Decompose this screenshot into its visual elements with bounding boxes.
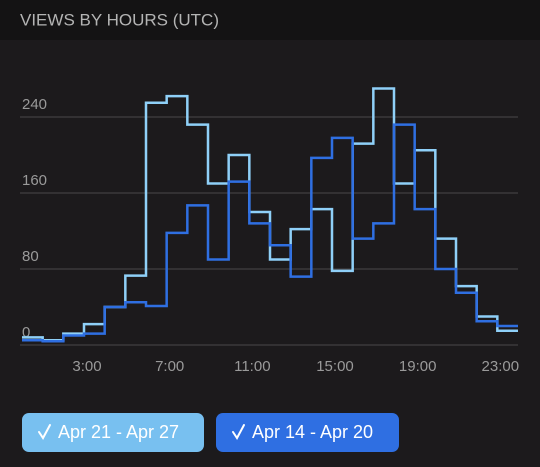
header-bar (0, 0, 540, 40)
y-tick-label: 0 (22, 324, 30, 341)
legend-label: Apr 21 - Apr 27 (58, 422, 179, 442)
series-line (22, 123, 518, 343)
check-icon (38, 424, 51, 440)
button-background (22, 413, 204, 452)
button-background (216, 413, 399, 452)
y-tick-label: 240 (22, 96, 47, 113)
check-icon (232, 424, 245, 440)
x-tick-label: 7:00 (155, 358, 184, 375)
chart-title: VIEWS BY HOURS (UTC) (20, 10, 219, 29)
x-tick-label: 11:00 (234, 358, 270, 375)
y-tick-label: 80 (22, 248, 39, 265)
x-tick-label: 19:00 (399, 358, 437, 375)
x-tick-label: 23:00 (482, 358, 520, 375)
y-tick-label: 160 (22, 172, 47, 189)
x-tick-label: 3:00 (72, 358, 101, 375)
legend-button[interactable]: Apr 21 - Apr 27 (22, 413, 204, 452)
x-tick-label: 15:00 (316, 358, 354, 375)
legend-label: Apr 14 - Apr 20 (252, 422, 373, 442)
legend-button[interactable]: Apr 14 - Apr 20 (216, 413, 399, 452)
series-line (22, 87, 518, 342)
